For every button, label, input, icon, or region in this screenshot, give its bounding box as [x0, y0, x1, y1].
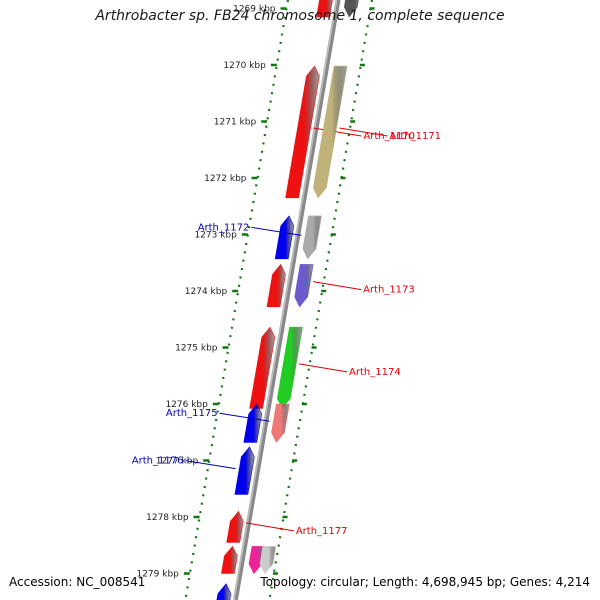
gene-label-leader	[251, 226, 302, 236]
ruler-tick-label: 1275 kbp	[175, 344, 218, 354]
ruler-tick-label: 1273 kbp	[194, 231, 237, 241]
map-title: Arthrobacter sp. FB24 chromosome 1, comp…	[95, 8, 505, 24]
gene-label: Arth_1171	[389, 131, 441, 142]
ruler-tick-label: 1271 kbp	[214, 118, 257, 128]
gene-arrow	[243, 403, 263, 443]
gene-label-leader	[313, 281, 362, 291]
gene-arrow	[316, 0, 333, 18]
gene-label-leader	[245, 522, 294, 532]
gene-label: Arth_1174	[349, 367, 401, 378]
ruler-tick-label: 1276 kbp	[165, 400, 208, 410]
gene-arrow	[294, 264, 314, 308]
gene-arrow	[343, 0, 359, 18]
gene-arrow	[271, 403, 290, 443]
gene-arrow	[216, 583, 232, 600]
gene-arrow	[285, 65, 320, 199]
gene-label-leader	[185, 460, 236, 470]
topology-text: Topology: circular; Length: 4,698,945 bp…	[260, 575, 590, 589]
ruler-tick-label: 1277 kbp	[156, 457, 199, 467]
ruler-tick-label: 1279 kbp	[136, 570, 179, 580]
gene-arrow	[302, 215, 322, 260]
accession-text: Accession: NC_008541	[9, 575, 146, 589]
gene-label: Arth_1177	[296, 526, 348, 537]
gene-arrow	[312, 65, 348, 199]
gene-label: Arth_1172	[198, 222, 250, 233]
gene-arrow	[259, 546, 277, 575]
gene-arrow	[274, 215, 295, 260]
gene-arrow	[234, 446, 255, 495]
gene-label-leader	[339, 127, 388, 137]
gene-arrow	[276, 326, 303, 410]
ruler-tick-label: 1278 kbp	[146, 513, 189, 523]
ruler-tick-label: 1269 kbp	[233, 5, 276, 15]
gene-arrow	[266, 263, 286, 308]
gene-label: Arth_1173	[363, 285, 415, 296]
ruler-tick-label: 1270 kbp	[223, 61, 266, 71]
gene-label: Arth_1176	[132, 456, 184, 467]
gene-label-leader	[219, 412, 270, 422]
backbone-line	[234, 0, 341, 600]
gene-label-leader	[298, 363, 348, 373]
ruler-tick-label: 1272 kbp	[204, 174, 247, 184]
gene-arrow	[221, 545, 238, 574]
gene-label: Arth_1170	[363, 131, 415, 142]
gene-label-leader	[313, 127, 362, 137]
ruler-tick-label: 1274 kbp	[185, 287, 228, 297]
gene-arrow	[226, 510, 244, 543]
gene-label: Arth_1175	[166, 408, 218, 419]
